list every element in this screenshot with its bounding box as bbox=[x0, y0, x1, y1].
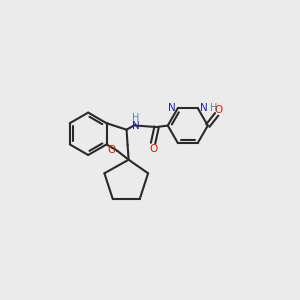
Text: H: H bbox=[211, 103, 218, 113]
Text: O: O bbox=[108, 145, 116, 155]
Text: O: O bbox=[214, 105, 223, 115]
Text: N: N bbox=[168, 103, 176, 113]
Text: N: N bbox=[131, 121, 139, 130]
Text: N: N bbox=[200, 103, 208, 113]
Text: H: H bbox=[132, 113, 139, 123]
Text: O: O bbox=[149, 143, 157, 154]
